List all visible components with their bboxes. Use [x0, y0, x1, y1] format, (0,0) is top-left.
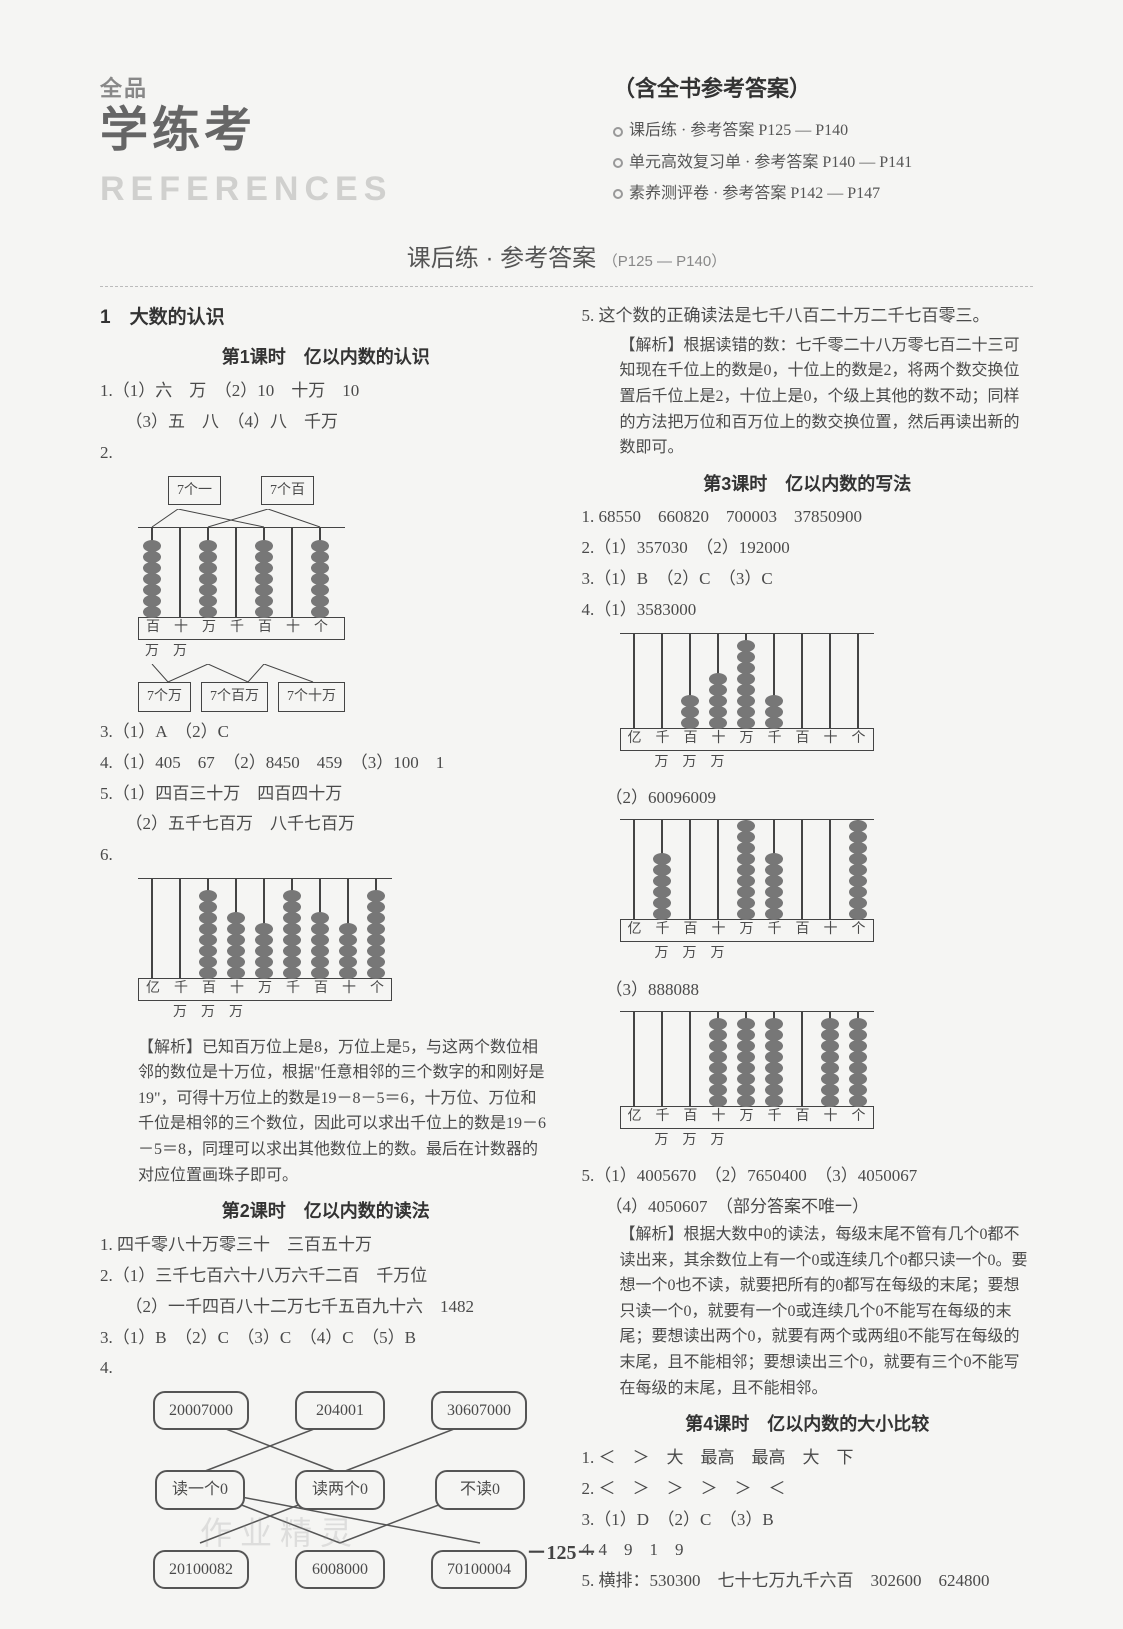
match-node: 70100004 — [431, 1550, 527, 1589]
content-columns: 1 大数的认识 第1课时 亿以内数的认识 1.（1）六 万 （2）10 十万 1… — [100, 302, 1033, 1629]
l3-analysis: 【解析】根据大数中0的读法，每级末尾不管有几个0都不读出来，其余数位上有一个0或… — [582, 1222, 1034, 1401]
toc-line-1: 课后练 · 参考答案 P125 — P140 — [613, 117, 1033, 144]
lesson1-title: 第1课时 亿以内数的认识 — [100, 342, 552, 373]
l2-item4: 4. — [100, 1354, 552, 1383]
abacus-l3-1: 亿千百十万千百十个万万万 — [620, 633, 874, 775]
l1-item3: 3.（1）A （2）C — [100, 718, 552, 747]
l1-item5b: （2）五千七百万 八千七百万 — [100, 810, 552, 839]
chapter-title: 1 大数的认识 — [100, 302, 552, 334]
l4-item2: 2. ＜ ＞ ＞ ＞ ＞ ＜ — [582, 1475, 1034, 1504]
match-node: 204001 — [295, 1391, 385, 1430]
abacus-l3-3: 亿千百十万千百十个万万万 — [620, 1011, 874, 1153]
abacus-q6: 亿千百十万千百十个万万万 — [138, 878, 392, 1025]
l4-item5: 5. 横排：530300 七十七万九千六百 302600 624800 — [582, 1567, 1034, 1596]
l1-item1: 1.（1）六 万 （2）10 十万 10 — [100, 377, 552, 406]
l1-item5: 5.（1）四百三十万 四百四十万 — [100, 780, 552, 809]
toc-line-3: 素养测评卷 · 参考答案 P142 — P147 — [613, 180, 1033, 207]
match-diagram: 20007000 204001 30607000 读一个0 读两个0 不读0 2010008… — [130, 1391, 552, 1589]
lesson2-title: 第2课时 亿以内数的读法 — [100, 1196, 552, 1227]
brand-main: 学练考 — [100, 107, 392, 155]
section-title: 课后练 · 参考答案 （P125 — P140） — [100, 239, 1033, 287]
lesson3-title: 第3课时 亿以内数的写法 — [582, 469, 1034, 500]
l3-q5: 5.（1）4005670 （2）7650400 （3）4050067 — [582, 1162, 1034, 1191]
l1-item6: 6. — [100, 841, 552, 870]
match-node: 20100082 — [153, 1550, 249, 1589]
r-q5-analysis: 【解析】根据读错的数：七千零二十八万零七百二十三可知现在千位上的数是0，十位上的… — [582, 333, 1034, 461]
abacus-q2: 7个一7个百百十万千百十个万万7个万7个百万7个十万 — [138, 476, 345, 712]
match-node: 20007000 — [153, 1391, 249, 1430]
l3-item3: 3.（1）B （2）C （3）C — [582, 565, 1034, 594]
match-node: 不读0 — [435, 1470, 525, 1509]
lesson4-title: 第4课时 亿以内数的大小比较 — [582, 1409, 1034, 1440]
l1-item4: 4.（1）405 67 （2）8450 459 （3）100 1 — [100, 749, 552, 778]
brand-sub: REFERENCES — [100, 161, 392, 219]
l3-item1: 1. 68550 660820 700003 37850900 — [582, 503, 1034, 532]
match-node: 30607000 — [431, 1391, 527, 1430]
l4-item3: 3.（1）D （2）C （3）B — [582, 1506, 1034, 1535]
brand-top: 全品 — [100, 70, 392, 107]
right-column: 5. 这个数的正确读法是七千八百二十万二千七百零三。 【解析】根据读错的数：七千… — [582, 302, 1034, 1629]
page-header: 全品 学练考 REFERENCES （含全书参考答案） 课后练 · 参考答案 P… — [100, 70, 1033, 219]
l3-sub3: （3）888088 — [582, 976, 1034, 1005]
l3-item2: 2.（1）357030 （2）192000 — [582, 534, 1034, 563]
l3-item4: 4.（1）3583000 — [582, 596, 1034, 625]
header-right-title: （含全书参考答案） — [613, 70, 1033, 107]
l2-item2: 2.（1）三千七百六十八万六千二百 千万位 — [100, 1262, 552, 1291]
toc-line-2: 单元高效复习单 · 参考答案 P140 — P141 — [613, 149, 1033, 176]
l3-sub2: （2）60096009 — [582, 784, 1034, 813]
match-node: 读一个0 — [155, 1470, 245, 1509]
abacus-l3-2: 亿千百十万千百十个万万万 — [620, 819, 874, 966]
r-q5: 5. 这个数的正确读法是七千八百二十万二千七百零三。 — [582, 302, 1034, 331]
l3-q5b: （4）4050607 （部分答案不唯一） — [582, 1193, 1034, 1222]
l2-item2b: （2）一千四百八十二万七千五百九十六 1482 — [100, 1293, 552, 1322]
l1-item1b: （3）五 八 （4）八 千万 — [100, 408, 552, 437]
brand-block: 全品 学练考 REFERENCES — [100, 70, 392, 219]
left-column: 1 大数的认识 第1课时 亿以内数的认识 1.（1）六 万 （2）10 十万 1… — [100, 302, 552, 1629]
l2-item1: 1. 四千零八十万零三十 三百五十万 — [100, 1231, 552, 1260]
l1-analysis: 【解析】已知百万位上是8，万位上是5，与这两个数位相邻的数位是十万位，根据"任意… — [100, 1035, 552, 1189]
match-node: 读两个0 — [295, 1470, 385, 1509]
match-node: 6008000 — [295, 1550, 385, 1589]
header-right: （含全书参考答案） 课后练 · 参考答案 P125 — P140 单元高效复习单… — [613, 70, 1033, 211]
l2-item3: 3.（1）B （2）C （3）C （4）C （5）B — [100, 1324, 552, 1353]
l4-item1: 1. ＜ ＞ 大 最高 最高 大 下 — [582, 1444, 1034, 1473]
l1-item2: 2. — [100, 439, 552, 468]
